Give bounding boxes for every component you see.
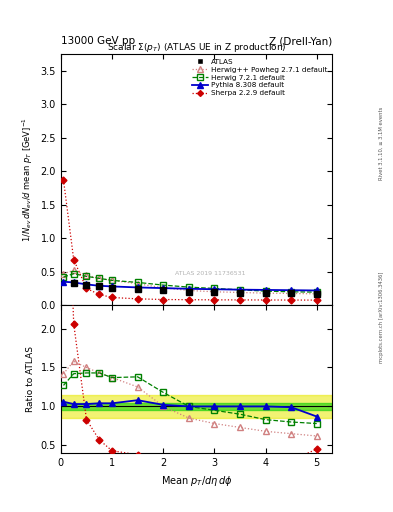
Text: Z (Drell-Yan): Z (Drell-Yan) xyxy=(269,36,332,46)
X-axis label: Mean $p_T/d\eta\, d\phi$: Mean $p_T/d\eta\, d\phi$ xyxy=(161,474,232,487)
Text: ATLAS 2019 11736531: ATLAS 2019 11736531 xyxy=(175,271,245,276)
Text: mcplots.cern.ch [arXiv:1306.3436]: mcplots.cern.ch [arXiv:1306.3436] xyxy=(379,272,384,363)
Bar xyxy=(61,402,332,410)
Y-axis label: Ratio to ATLAS: Ratio to ATLAS xyxy=(26,346,35,412)
Legend: ATLAS, Herwig++ Powheg 2.7.1 default, Herwig 7.2.1 default, Pythia 8.308 default: ATLAS, Herwig++ Powheg 2.7.1 default, He… xyxy=(191,57,329,98)
Bar xyxy=(61,395,332,418)
Title: Scalar $\Sigma(p_T)$ (ATLAS UE in Z production): Scalar $\Sigma(p_T)$ (ATLAS UE in Z prod… xyxy=(107,40,286,54)
Text: Rivet 3.1.10, ≥ 3.1M events: Rivet 3.1.10, ≥ 3.1M events xyxy=(379,106,384,180)
Y-axis label: $1/N_{ev}\, dN_{ev}/d$ mean $p_T$ [GeV]$^{-1}$: $1/N_{ev}\, dN_{ev}/d$ mean $p_T$ [GeV]$… xyxy=(20,117,35,242)
Text: 13000 GeV pp: 13000 GeV pp xyxy=(61,36,135,46)
